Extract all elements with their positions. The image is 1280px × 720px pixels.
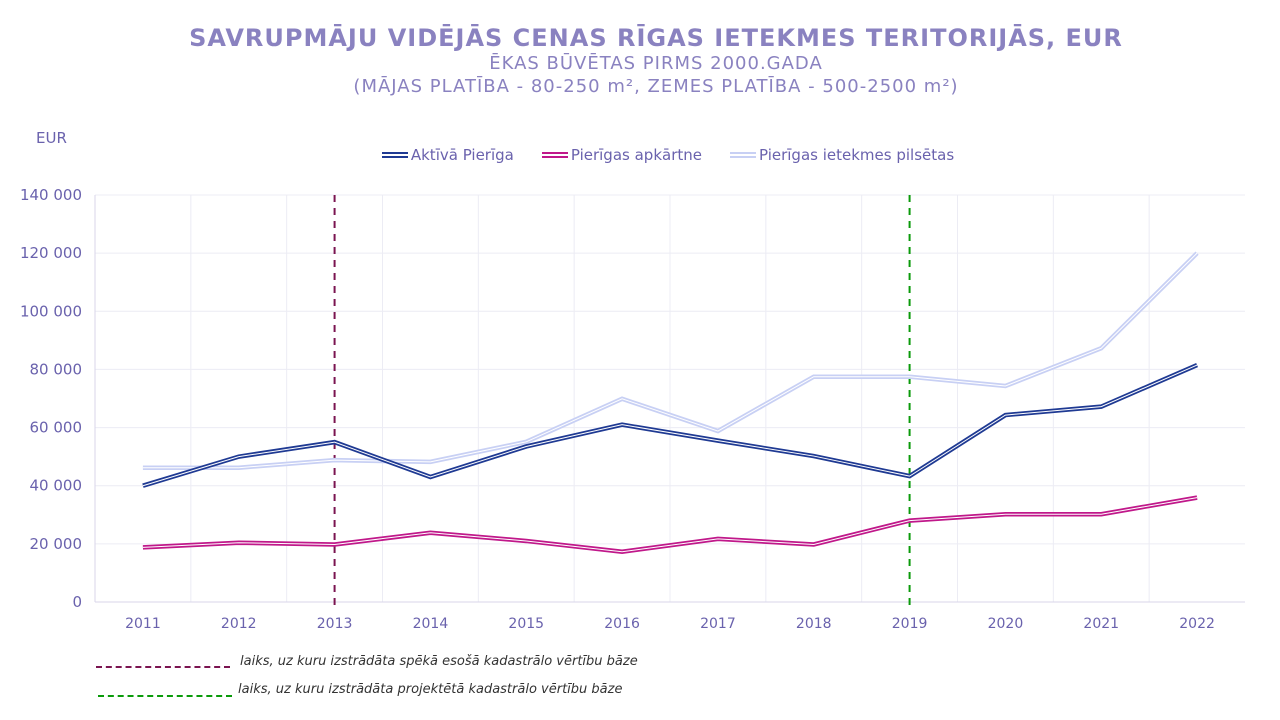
- y-tick-label: 0: [72, 593, 82, 611]
- y-tick-label: 80 000: [30, 360, 83, 378]
- x-tick-label: 2015: [508, 616, 544, 632]
- footnote-line-2013: [96, 666, 230, 668]
- x-tick-label: 2013: [317, 616, 353, 632]
- legend-swatch: [541, 152, 568, 158]
- legend-swatch: [729, 152, 756, 158]
- legend-item-pierigas-apkartne[interactable]: Pierīgas apkārtne: [541, 146, 702, 164]
- x-tick-label: 2018: [796, 616, 832, 632]
- legend-label: Pierīgas apkārtne: [570, 146, 702, 164]
- series-line-inner-akt-v-pier-ga: [142, 364, 1198, 487]
- y-tick-label: 120 000: [20, 244, 82, 262]
- series-line-inner-pier-gas-ietekmes-pils-tas: [142, 252, 1198, 469]
- x-tick-label: 2019: [892, 616, 928, 632]
- x-tick-label: 2022: [1179, 616, 1215, 632]
- x-tick-label: 2012: [221, 616, 257, 632]
- y-tick-label: 20 000: [30, 535, 83, 553]
- y-tick-label: 60 000: [30, 419, 83, 437]
- legend-label: Pierīgas ietekmes pilsētas: [758, 146, 955, 164]
- footnote-line-2019: [98, 695, 232, 697]
- x-tick-label: 2016: [604, 616, 640, 632]
- legend-item-aktiva-pieriga[interactable]: Aktīvā Pierīga: [381, 146, 514, 164]
- y-tick-label: 40 000: [30, 477, 83, 495]
- legend-label: Aktīvā Pierīga: [410, 146, 514, 164]
- x-tick-label: 2021: [1083, 616, 1119, 632]
- x-tick-label: 2014: [413, 616, 449, 632]
- y-tick-label: 100 000: [20, 302, 82, 320]
- footnote-2019: laiks, uz kuru izstrādāta projektētā kad…: [238, 682, 623, 697]
- footnote-2013: laiks, uz kuru izstrādāta spēkā esošā ka…: [240, 654, 638, 669]
- legend-swatch: [381, 152, 408, 158]
- chart-subtitle-2: (MĀJAS PLATĪBA - 80-250 m², ZEMES PLATĪB…: [353, 76, 959, 97]
- x-tick-label: 2017: [700, 616, 736, 632]
- chart-title: SAVRUPMĀJU VIDĒJĀS CENAS RĪGAS IETEKMES …: [189, 24, 1123, 52]
- legend: Aktīvā Pierīga Pierīgas apkārtne Pierīga…: [0, 146, 1280, 164]
- y-axis-label: EUR: [36, 129, 67, 147]
- legend-item-pierigas-ietekmes-pilsetas[interactable]: Pierīgas ietekmes pilsētas: [729, 146, 955, 164]
- series-line-inner-pier-gas-apk-rtne: [142, 497, 1198, 553]
- y-tick-label: 140 000: [20, 186, 82, 204]
- x-tick-label: 2011: [125, 616, 161, 632]
- x-tick-label: 2020: [988, 616, 1024, 632]
- chart-subtitle-1: ĒKAS BŪVĒTAS PIRMS 2000.GADA: [489, 53, 823, 74]
